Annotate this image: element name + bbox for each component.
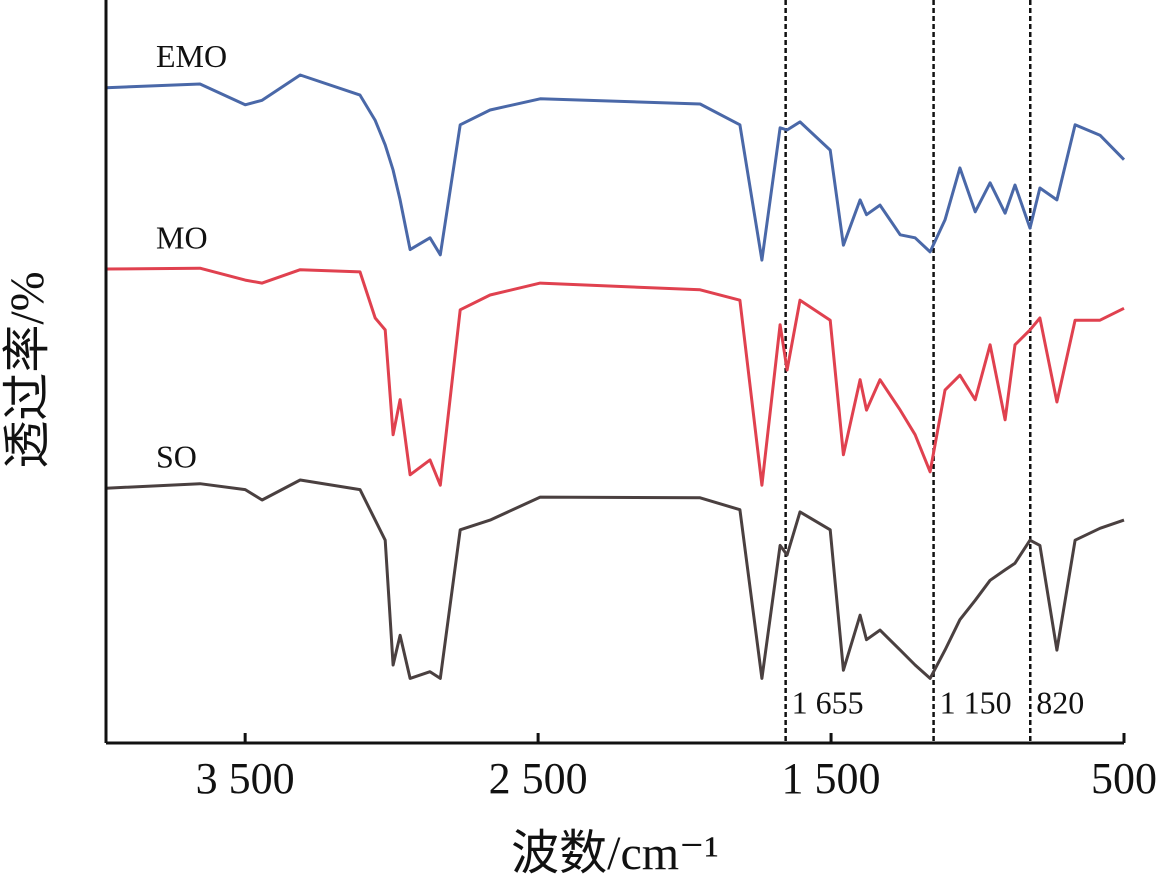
x-tick-label: 2 500	[489, 754, 588, 803]
reference-label: 1 655	[792, 684, 864, 720]
series-label: MO	[156, 219, 208, 255]
series-label: SO	[156, 438, 197, 474]
series-line	[105, 478, 1125, 680]
series-label: EMO	[156, 38, 227, 74]
series-line	[105, 73, 1126, 262]
y-axis-title: 透过率/%	[1, 271, 54, 468]
x-tick-label: 3 500	[196, 754, 295, 803]
x-tick-label: 1 500	[782, 754, 881, 803]
series-line	[105, 266, 1125, 487]
reference-label: 1 150	[940, 684, 1012, 720]
x-axis-title: 波数/cm⁻¹	[511, 827, 719, 880]
reference-label: 820	[1036, 684, 1084, 720]
x-tick-label: 500	[1091, 754, 1157, 803]
